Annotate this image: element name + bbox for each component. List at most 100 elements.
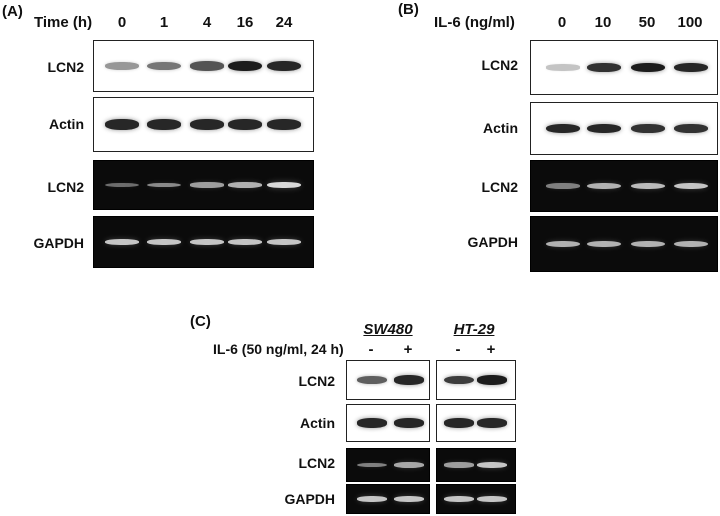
panel-a-pcr-gel-lcn2 <box>93 160 314 210</box>
gel-band <box>267 239 301 245</box>
panel-c-row-label: LCN2 <box>298 455 335 471</box>
panel-c-sw480-pcr-gel-gapdh <box>346 484 430 514</box>
gel-band <box>587 240 621 248</box>
panel-a-pcr-gel-gapdh <box>93 216 314 268</box>
gel-band <box>394 462 424 468</box>
panel-b-pcr-gel-gapdh <box>530 216 718 272</box>
panel-b-pcr-gel-lcn2 <box>530 160 718 212</box>
panel-b-western-blot-actin <box>530 102 718 155</box>
panel-b-label: (B) <box>398 1 419 18</box>
blot-band <box>674 62 708 73</box>
panel-a-lane-label: 1 <box>159 14 169 31</box>
blot-band <box>228 119 262 130</box>
panel-c-ht29-pcr-gel-gapdh <box>436 484 516 514</box>
blot-band <box>631 62 665 73</box>
panel-b-lane-label: 10 <box>594 14 612 31</box>
blot-band <box>357 418 387 428</box>
panel-c-sw480-pcr-gel-lcn2 <box>346 448 430 482</box>
panel-c-condition-label: IL-6 (50 ng/ml, 24 h) <box>213 341 344 357</box>
blot-band <box>444 375 474 385</box>
gel-band <box>394 496 424 502</box>
gel-band <box>190 239 224 245</box>
panel-c-row-label: GAPDH <box>284 491 335 507</box>
gel-band <box>105 182 139 188</box>
gel-band <box>444 496 474 502</box>
gel-band <box>147 182 181 188</box>
panel-a-western-blot-lcn2 <box>93 40 314 92</box>
panel-c-lane-label: + <box>486 341 496 358</box>
gel-band <box>357 496 387 502</box>
panel-b-row-label: LCN2 <box>481 57 518 73</box>
panel-c-row-label: LCN2 <box>298 373 335 389</box>
blot-band <box>190 119 224 130</box>
panel-a-lane-label: 16 <box>236 14 254 31</box>
gel-band <box>477 496 507 502</box>
panel-a-row-label: Actin <box>49 116 84 132</box>
gel-band <box>546 240 580 248</box>
panel-a-row-label: GAPDH <box>33 235 84 251</box>
gel-band <box>228 182 262 188</box>
gel-band <box>444 462 474 468</box>
panel-a-lane-label: 24 <box>275 14 293 31</box>
gel-band <box>631 240 665 248</box>
gel-band <box>587 182 621 190</box>
panel-a-lane-label: 4 <box>202 14 212 31</box>
panel-c-ht29-western-blot-lcn2 <box>436 360 516 400</box>
panel-a-label: (A) <box>2 3 23 20</box>
gel-band <box>631 182 665 190</box>
panel-c-label: (C) <box>190 313 211 330</box>
gel-band <box>477 462 507 468</box>
panel-b-row-label: LCN2 <box>481 179 518 195</box>
gel-band <box>357 462 387 468</box>
blot-band <box>147 61 181 71</box>
panel-c-lane-label: - <box>455 341 461 358</box>
blot-band <box>105 62 139 70</box>
blot-band <box>105 119 139 130</box>
blot-band <box>357 375 387 385</box>
panel-b-lane-label: 50 <box>638 14 656 31</box>
panel-a-row-label: LCN2 <box>47 59 84 75</box>
blot-band <box>267 119 301 130</box>
blot-band <box>228 60 262 72</box>
blot-band <box>267 60 301 72</box>
panel-b-western-blot-lcn2 <box>530 40 718 95</box>
gel-band <box>674 182 708 190</box>
gel-band <box>228 239 262 245</box>
panel-a-western-blot-actin <box>93 97 314 152</box>
blot-band <box>190 61 224 71</box>
panel-c-cell-line-sw480: SW480 <box>363 321 413 338</box>
panel-a-lane-label: 0 <box>117 14 127 31</box>
blot-band <box>147 119 181 130</box>
panel-c-lane-label: - <box>368 341 374 358</box>
panel-c-ht29-western-blot-actin <box>436 404 516 442</box>
gel-band <box>546 183 580 189</box>
blot-band <box>631 124 665 133</box>
blot-band <box>444 418 474 428</box>
panel-b-row-label: GAPDH <box>467 234 518 250</box>
panel-b-condition-label: IL-6 (ng/ml) <box>434 14 515 31</box>
blot-band <box>394 418 424 428</box>
panel-b-lane-label: 0 <box>557 14 567 31</box>
gel-band <box>147 239 181 245</box>
blot-band <box>587 123 621 134</box>
blot-band <box>546 123 580 134</box>
blot-band <box>674 124 708 133</box>
panel-c-cell-line-ht29: HT-29 <box>453 321 495 338</box>
panel-c-row-label: Actin <box>300 415 335 431</box>
blot-band <box>546 64 580 71</box>
panel-b-lane-label: 100 <box>677 14 703 31</box>
panel-a-row-label: LCN2 <box>47 179 84 195</box>
blot-band <box>394 375 424 385</box>
gel-band <box>674 240 708 248</box>
panel-a-condition-label: Time (h) <box>34 14 93 31</box>
panel-b-row-label: Actin <box>483 120 518 136</box>
gel-band <box>267 182 301 188</box>
panel-c-ht29-pcr-gel-lcn2 <box>436 448 516 482</box>
gel-band <box>105 239 139 245</box>
panel-c-lane-label: + <box>403 341 413 358</box>
panel-c-sw480-western-blot-lcn2 <box>346 360 430 400</box>
panel-c-sw480-western-blot-actin <box>346 404 430 442</box>
gel-band <box>190 182 224 188</box>
blot-band <box>477 418 507 428</box>
blot-band <box>477 375 507 385</box>
